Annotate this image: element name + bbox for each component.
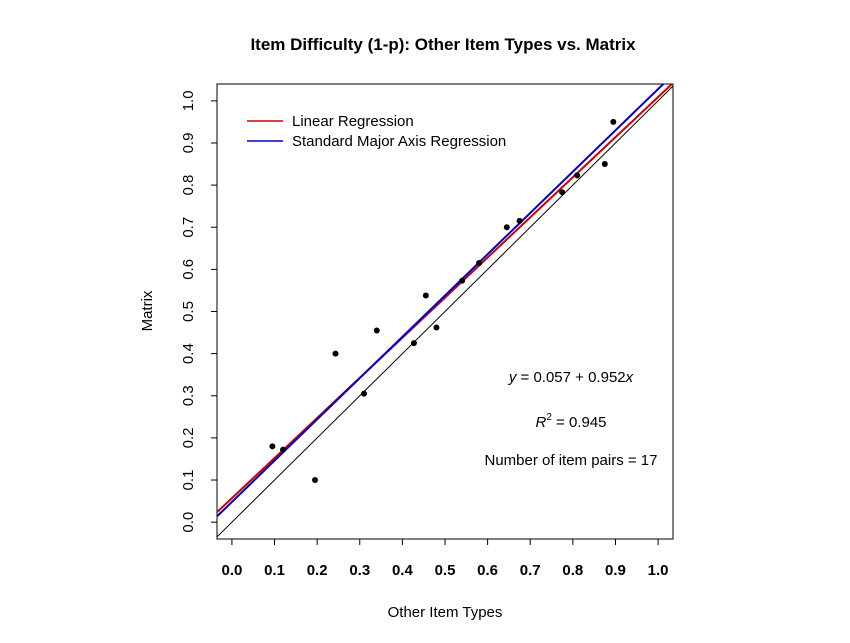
data-points xyxy=(269,118,617,484)
y-tick-label: 0.9 xyxy=(180,133,197,154)
x-tick-label: 0.9 xyxy=(605,562,626,579)
identity-line xyxy=(217,85,673,538)
x-axis-label: Other Item Types xyxy=(388,604,503,621)
y-axis: 0.0 0.1 0.2 0.3 0.4 0.5 0.6 0.7 0.8 0.9 1.0 xyxy=(180,90,217,533)
legend-label-sma-regression: Standard Major Axis Regression xyxy=(292,133,506,150)
data-point xyxy=(476,260,483,267)
x-tick-label: 0.0 xyxy=(221,562,242,579)
x-tick-label: 0.5 xyxy=(435,562,456,579)
sma-regression-line xyxy=(217,84,665,518)
data-point xyxy=(332,350,339,357)
x-tick-label: 0.7 xyxy=(520,562,541,579)
data-point xyxy=(361,390,368,397)
x-axis: 0.0 0.1 0.2 0.3 0.4 0.5 0.6 0.7 0.8 0.9 1.0 xyxy=(221,539,669,579)
data-point xyxy=(610,118,617,125)
y-tick-label: 0.3 xyxy=(180,385,197,406)
data-point xyxy=(433,324,440,331)
y-tick-label: 0.4 xyxy=(180,343,197,364)
chart-title: Item Difficulty (1-p): Other Item Types … xyxy=(250,35,636,54)
data-point xyxy=(601,161,608,168)
y-tick-label: 0.8 xyxy=(180,175,197,196)
item-pairs-count: Number of item pairs = 17 xyxy=(485,452,658,469)
data-point xyxy=(459,277,466,284)
data-point xyxy=(516,217,523,224)
x-tick-label: 0.8 xyxy=(562,562,583,579)
x-tick-label: 0.4 xyxy=(392,562,414,579)
y-tick-label: 0.0 xyxy=(180,512,197,533)
y-tick-label: 0.6 xyxy=(180,259,197,280)
regression-equation: y = 0.057 + 0.952x xyxy=(508,369,634,386)
data-point xyxy=(574,172,581,179)
y-tick-label: 0.2 xyxy=(180,427,197,448)
data-point xyxy=(373,327,380,334)
data-point xyxy=(269,443,276,450)
data-point xyxy=(280,446,287,453)
x-tick-label: 0.2 xyxy=(307,562,328,579)
linear-regression-line xyxy=(217,84,673,514)
x-tick-label: 0.6 xyxy=(477,562,498,579)
x-tick-label: 1.0 xyxy=(648,562,669,579)
data-point xyxy=(410,340,417,347)
data-point xyxy=(559,189,566,196)
y-tick-label: 1.0 xyxy=(180,90,197,111)
data-point xyxy=(503,224,510,231)
x-tick-label: 0.3 xyxy=(349,562,370,579)
y-axis-label: Matrix xyxy=(139,290,156,331)
legend-label-linear-regression: Linear Regression xyxy=(292,113,414,130)
data-point xyxy=(422,292,429,299)
regression-lines xyxy=(217,84,673,538)
y-tick-label: 0.5 xyxy=(180,301,197,322)
r-squared: R2 = 0.945 xyxy=(535,412,606,431)
annotations: y = 0.057 + 0.952x R2 = 0.945 Number of … xyxy=(485,369,658,469)
y-tick-label: 0.1 xyxy=(180,470,197,491)
y-tick-label: 0.7 xyxy=(180,217,197,238)
legend: Linear Regression Standard Major Axis Re… xyxy=(247,113,506,150)
data-point xyxy=(312,477,319,484)
x-tick-label: 0.1 xyxy=(264,562,285,579)
